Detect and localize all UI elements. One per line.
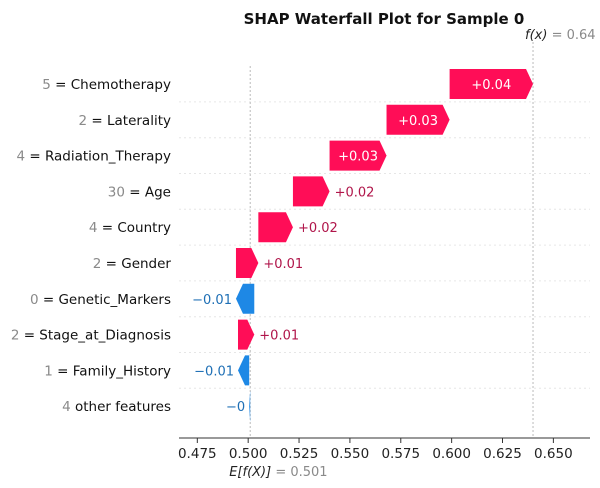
feature-name: = Stage_at_Diagnosis [19,328,171,344]
bar-value-label: −0 [226,400,245,415]
output-value-text: = 0.64 [547,28,595,43]
bar-value-label: +0.03 [398,114,438,129]
bar-gender [235,248,259,278]
chart-title: SHAP Waterfall Plot for Sample 0 [244,10,525,28]
feature-name: = Genetic_Markers [39,292,171,308]
x-tick-label: 0.625 [483,446,522,462]
feature-name: = Gender [101,256,171,272]
base-value-label: E[f(X)] [229,465,271,480]
feature-value: 1 [44,363,53,379]
feature-value: 2 [93,256,102,272]
feature-label: 2 = Stage_at_Diagnosis [11,328,171,344]
bar-country [258,212,293,243]
feature-value: 30 [108,184,125,200]
feature-name: = Chemotherapy [51,77,171,93]
bar-value-label: +0.02 [335,185,375,200]
x-tick-label: 0.500 [229,446,268,462]
bar-age [292,176,330,207]
feature-value: 0 [30,292,39,308]
bar-family-history [238,355,250,386]
bar-value-label: +0.01 [259,329,299,344]
x-tick-label: 0.550 [331,446,370,462]
bar-stage-at-diagnosis [238,319,255,350]
feature-value: 4 [62,399,71,415]
feature-label: 2 = Laterality [79,113,172,129]
feature-label: 4 = Radiation_Therapy [16,149,171,165]
x-tick-label: 0.575 [381,446,420,462]
feature-label: 4 = Country [89,220,171,236]
bar-other-features [249,391,251,422]
feature-label: 30 = Age [108,184,171,200]
gridlines [179,42,590,438]
feature-label: 5 = Chemotherapy [42,77,171,93]
feature-name: = Country [97,220,171,236]
bars: +0.04 +0.03 +0.03 +0.02 +0.02 +0.01 −0.01 +0.01… [192,69,534,422]
bar-value-label: +0.04 [471,78,511,93]
bar-radiation-therapy [329,140,387,171]
feature-labels: 5 = Chemotherapy 2 = Laterality 4 = Radiat… [11,77,172,415]
bar-genetic-markers [235,283,255,314]
base-value-text: = 0.501 [271,465,327,480]
bar-chemotherapy [449,69,534,99]
bar-value-label: +0.02 [298,221,338,236]
bar-laterality [386,104,450,135]
x-axis: 0.475 0.500 0.525 0.550 0.575 0.600 0.625 0.650… [178,28,596,480]
feature-label: 2 = Gender [93,256,172,272]
feature-value: 4 [89,220,98,236]
bar-value-label: −0.01 [194,364,234,379]
feature-label: 4 other features [62,399,171,415]
x-tick-label: 0.475 [178,446,217,462]
feature-label: 0 = Genetic_Markers [30,292,171,308]
feature-name: = Radiation_Therapy [25,149,171,165]
feature-name: = Age [125,184,171,200]
output-value-annotation: f(x) = 0.64 [525,28,596,43]
feature-value: 2 [79,113,88,129]
bar-value-label: +0.03 [338,150,378,165]
x-tick-label: 0.525 [280,446,319,462]
feature-name: other features [71,399,171,415]
bar-value-label: −0.01 [192,293,232,308]
feature-name: = Family_History [53,363,171,379]
bar-value-label: +0.01 [263,257,303,272]
feature-label: 1 = Family_History [44,363,171,379]
feature-value: 2 [11,328,20,344]
feature-value: 4 [16,149,25,165]
x-tick-label: 0.600 [432,446,471,462]
output-value-label: f(x) [525,28,547,43]
base-value-annotation: E[f(X)] = 0.501 [229,465,327,480]
x-tick-label: 0.650 [534,446,573,462]
feature-value: 5 [42,77,51,93]
feature-name: = Laterality [87,113,171,129]
